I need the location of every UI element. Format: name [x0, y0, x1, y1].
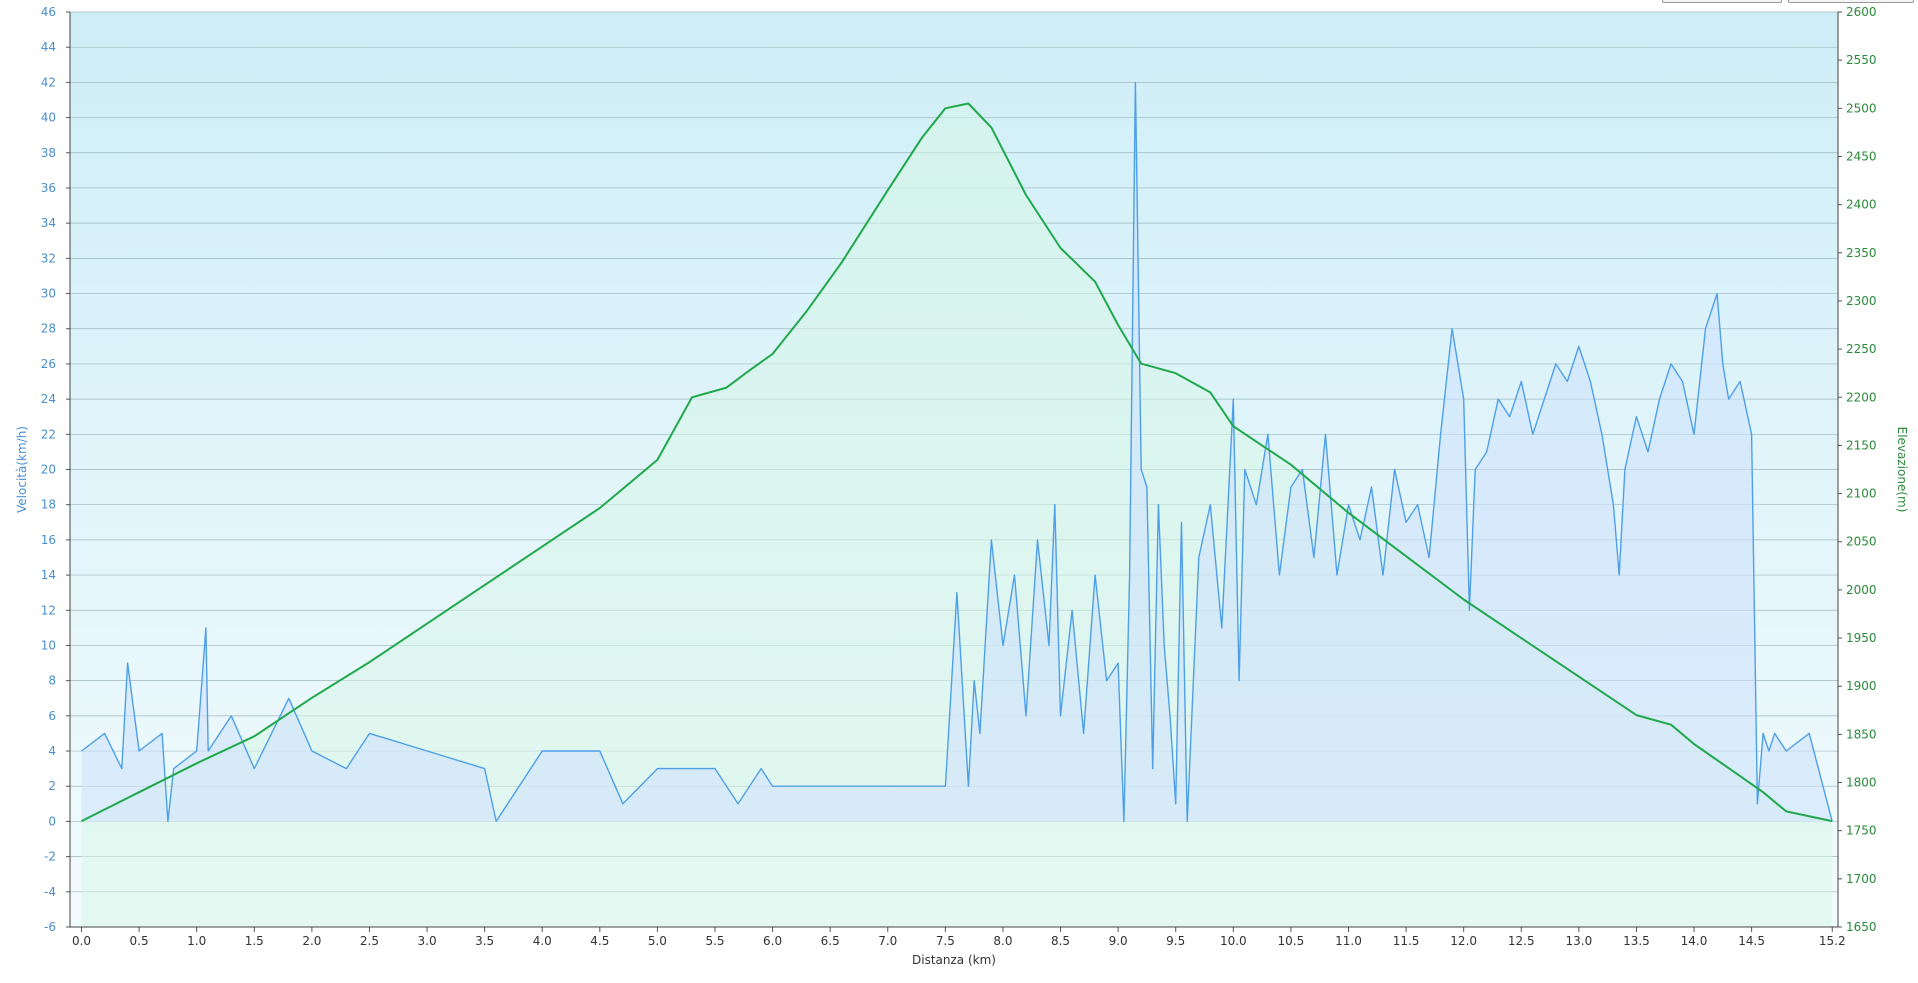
toolbar-button-2[interactable]: [1788, 0, 1914, 3]
y-right-tick-label: 2350: [1846, 246, 1877, 260]
x-tick-label: 1.0: [187, 934, 206, 948]
y-left-tick-label: -2: [44, 850, 56, 864]
x-tick-label: 12.5: [1508, 934, 1535, 948]
x-tick-label: 9.5: [1166, 934, 1185, 948]
area-layer: [81, 82, 1833, 927]
x-tick-label: 2.0: [302, 934, 321, 948]
y-left-tick-label: 10: [41, 638, 56, 652]
x-tick-label: 13.5: [1623, 934, 1650, 948]
x-tick-label: 7.5: [936, 934, 955, 948]
y-right-tick-label: 1750: [1846, 824, 1877, 838]
y-right-tick-label: 2600: [1846, 5, 1877, 19]
x-tick-label: 10.0: [1220, 934, 1247, 948]
speed-area: [81, 82, 1833, 822]
x-tick-label: 12.0: [1450, 934, 1477, 948]
y-right-tick-label: 2250: [1846, 342, 1877, 356]
y-right-tick-label: 2450: [1846, 149, 1877, 163]
y-left-tick-label: 30: [41, 287, 56, 301]
y-left-tick-label: 2: [48, 779, 56, 793]
x-tick-label: 7.0: [878, 934, 897, 948]
y-right-tick-label: 1650: [1846, 920, 1877, 934]
x-tick-label: 6.0: [763, 934, 782, 948]
x-tick-label: 0.0: [72, 934, 91, 948]
y-left-tick-label: 18: [41, 498, 56, 512]
x-tick-label: 8.0: [993, 934, 1012, 948]
y-left-tick-label: 16: [41, 533, 56, 547]
x-tick-label: 14.0: [1681, 934, 1708, 948]
y-right-tick-label: 2400: [1846, 198, 1877, 212]
x-tick-label: 9.0: [1109, 934, 1128, 948]
x-tick-label: 1.5: [245, 934, 264, 948]
y-left-tick-label: 20: [41, 463, 56, 477]
y-right-tick-label: 1850: [1846, 727, 1877, 741]
x-axis-title: Distanza (km): [912, 953, 996, 967]
x-tick-label: 14.5: [1738, 934, 1765, 948]
y-right-tick-label: 2050: [1846, 535, 1877, 549]
y-right-tick-label: 1800: [1846, 776, 1877, 790]
y-left-tick-label: 0: [48, 814, 56, 828]
x-tick-label: 2.5: [360, 934, 379, 948]
y-right-tick-label: 2300: [1846, 294, 1877, 308]
y-left-tick-label: -4: [44, 885, 56, 899]
elevation-line: [81, 102, 1833, 823]
y-right-tick-label: 1700: [1846, 872, 1877, 886]
x-tick-label: 4.5: [590, 934, 609, 948]
y-left-tick-label: 22: [41, 427, 56, 441]
y-left-tick-label: 6: [48, 709, 56, 723]
y-left-tick-label: 26: [41, 357, 56, 371]
x-tick-label: 3.0: [418, 934, 437, 948]
y-left-tick-label: 42: [41, 75, 56, 89]
x-tick-label: 5.0: [648, 934, 667, 948]
y-right-tick-label: 2150: [1846, 438, 1877, 452]
x-tick-label: 4.0: [533, 934, 552, 948]
x-tick-label: 6.5: [821, 934, 840, 948]
y-left-tick-label: 8: [48, 674, 56, 688]
y-left-tick-label: 44: [41, 40, 56, 54]
y-right-tick-label: 2550: [1846, 53, 1877, 67]
y-right-tick-label: 2100: [1846, 487, 1877, 501]
toolbar-button-1[interactable]: [1662, 0, 1782, 3]
x-tick-label: 8.5: [1051, 934, 1070, 948]
y-right-tick-label: 2500: [1846, 101, 1877, 115]
axis-layer: [66, 11, 1842, 932]
y-left-axis-title: Velocità(km/h): [15, 426, 29, 513]
y-left-tick-label: 4: [48, 744, 56, 758]
y-right-axis-title: Elevazione(m): [1895, 427, 1909, 513]
y-left-tick-label: 32: [41, 251, 56, 265]
y-right-tick-label: 2200: [1846, 390, 1877, 404]
y-left-tick-label: 14: [41, 568, 56, 582]
x-tick-label: 3.5: [475, 934, 494, 948]
y-right-tick-label: 1900: [1846, 679, 1877, 693]
x-tick-label: 15.2: [1819, 934, 1846, 948]
x-tick-label: 11.0: [1335, 934, 1362, 948]
y-left-tick-label: 34: [41, 216, 56, 230]
speed-line: [81, 81, 1833, 823]
x-tick-label: 5.5: [705, 934, 724, 948]
x-tick-label: 10.5: [1278, 934, 1305, 948]
y-left-tick-label: -6: [44, 920, 56, 934]
x-tick-label: 13.0: [1565, 934, 1592, 948]
y-left-tick-label: 38: [41, 146, 56, 160]
y-left-tick-label: 12: [41, 603, 56, 617]
y-left-tick-label: 28: [41, 322, 56, 336]
y-left-tick-label: 36: [41, 181, 56, 195]
y-right-tick-label: 1950: [1846, 631, 1877, 645]
x-tick-label: 11.5: [1393, 934, 1420, 948]
x-tick-label: 0.5: [130, 934, 149, 948]
y-left-tick-label: 46: [41, 5, 56, 19]
y-right-tick-label: 2000: [1846, 583, 1877, 597]
line-layer: [81, 81, 1833, 823]
y-left-tick-label: 40: [41, 111, 56, 125]
y-left-tick-label: 24: [41, 392, 56, 406]
axis-labels: 4644424038363432302826242220181614121086…: [15, 5, 1909, 967]
